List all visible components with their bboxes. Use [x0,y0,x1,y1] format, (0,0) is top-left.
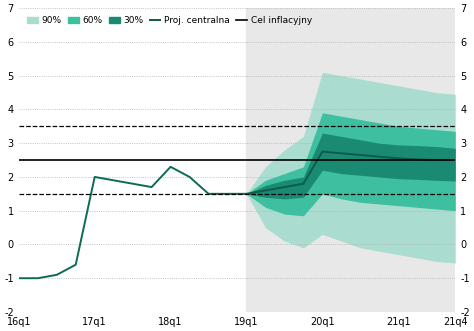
Legend: 90%, 60%, 30%, Proj. centralna, Cel inflacyjny: 90%, 60%, 30%, Proj. centralna, Cel infl… [23,13,315,29]
Bar [246,8,455,312]
